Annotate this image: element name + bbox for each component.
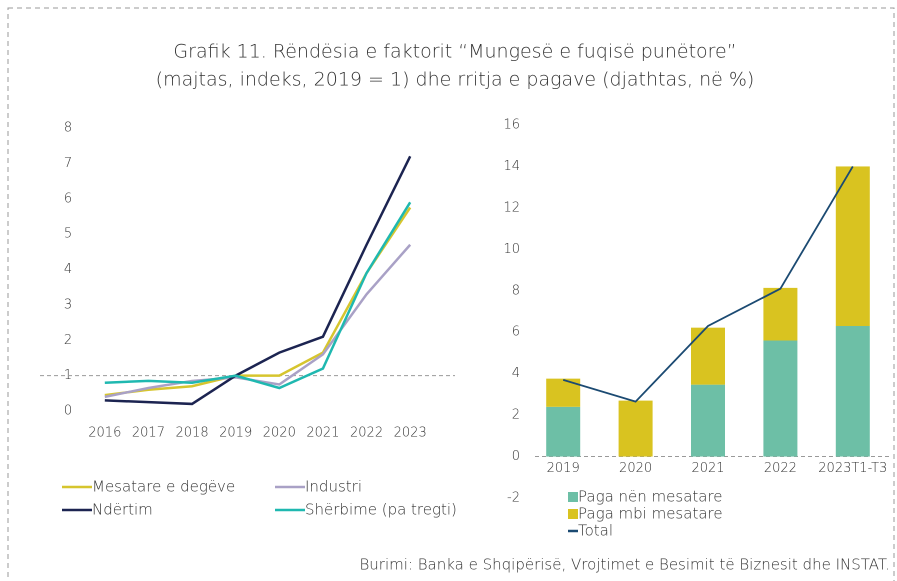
bar <box>763 340 798 457</box>
line <box>104 243 412 399</box>
x-tick-label: 2019 <box>219 426 252 441</box>
legend-swatch <box>568 492 578 502</box>
x-tick-label: 2023T1-T3 <box>818 461 887 476</box>
legend-label: Industri <box>305 478 362 496</box>
frame <box>7 7 895 581</box>
y-tick-label: 2 <box>512 408 520 423</box>
y-tick-label: 12 <box>503 200 520 215</box>
y-tick-label: 10 <box>503 242 520 257</box>
legend-label: Shërbime (pa tregti) <box>305 501 457 519</box>
y-tick-label: 4 <box>64 262 72 277</box>
x-tick-label: 2018 <box>176 426 209 441</box>
x-tick-label: 2021 <box>691 461 724 476</box>
y-tick-label: 16 <box>503 118 520 133</box>
line <box>562 165 854 403</box>
bar <box>835 326 870 457</box>
y-tick-label: 0 <box>512 449 520 464</box>
y-tick-label: 4 <box>512 366 520 381</box>
y-tick-label: 3 <box>64 297 72 312</box>
x-tick-label: 2017 <box>132 426 165 441</box>
y-tick-label: 14 <box>503 159 520 174</box>
y-tick-label: 6 <box>512 325 520 340</box>
y-tick-label: 0 <box>64 404 72 419</box>
x-tick-label: 2019 <box>547 461 580 476</box>
y-tick-label: 8 <box>512 283 520 298</box>
y-tick-label: 6 <box>64 191 72 206</box>
bar <box>835 166 870 327</box>
y-tick-label: 2 <box>64 333 72 348</box>
chart-subtitle: (majtas, indeks, 2019 = 1) dhe rritja e … <box>156 69 755 91</box>
legend-label: Total <box>578 522 613 540</box>
x-tick-label: 2016 <box>88 426 121 441</box>
x-tick-label: 2021 <box>306 426 339 441</box>
x-tick-label: 2022 <box>764 461 797 476</box>
x-tick-label: 2023 <box>394 426 427 441</box>
x-tick-label: 2020 <box>263 426 296 441</box>
bar <box>618 400 653 457</box>
legend-swatch <box>568 509 578 519</box>
bar <box>691 327 725 385</box>
line <box>104 201 412 390</box>
x-tick-label: 2020 <box>619 461 652 476</box>
bar <box>546 406 581 457</box>
y-tick-label: 8 <box>64 121 72 136</box>
legend-label: Paga mbi mesatare <box>578 505 723 523</box>
line <box>104 155 412 406</box>
y-tick-label: 7 <box>64 156 72 171</box>
legend-label: Paga nën mesatare <box>578 488 723 506</box>
legend-label: Mesatare e degëve <box>92 478 235 496</box>
source: Burimi: Banka e Shqipërisë, Vrojtimet e … <box>359 556 890 574</box>
bar <box>691 384 725 457</box>
x-tick-label: 2022 <box>350 426 383 441</box>
chart-title: Grafik 11. Rëndësia e faktorit “Mungesë … <box>173 41 736 63</box>
line <box>104 206 412 397</box>
y-tick-label: -2 <box>507 491 520 506</box>
y-tick-label: 5 <box>64 227 72 242</box>
bar <box>763 287 798 341</box>
legend-label: Ndërtim <box>92 501 153 519</box>
